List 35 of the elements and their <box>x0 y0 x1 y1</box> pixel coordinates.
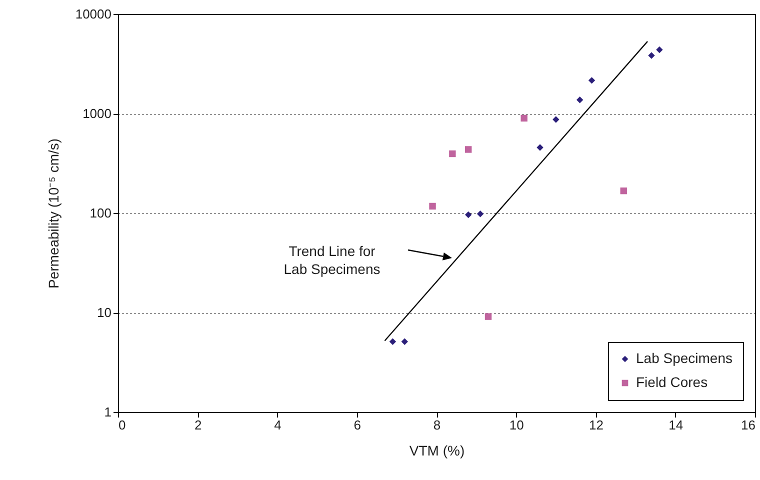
point <box>576 96 584 104</box>
point <box>620 187 627 194</box>
y-tick-label: 10000 <box>75 6 112 22</box>
x-tick-label: 12 <box>589 418 604 432</box>
annotation: Trend Line for Lab Specimens <box>284 243 380 277</box>
x-tick-label: 8 <box>433 418 441 432</box>
x-tick-label: 6 <box>354 418 361 432</box>
point <box>449 150 456 158</box>
legend-label: Lab Specimens <box>636 350 733 366</box>
x-tick-label: 0 <box>118 418 126 432</box>
point <box>588 77 596 84</box>
x-axis-title: VTM (%) <box>409 442 465 458</box>
x-tick-label: 14 <box>668 418 684 432</box>
point <box>520 114 528 122</box>
legend-label: Field Cores <box>636 374 708 390</box>
y-tick-label: 10 <box>97 305 112 320</box>
point <box>648 52 655 59</box>
x-tick-label: 4 <box>274 418 282 432</box>
point <box>464 211 472 218</box>
point <box>536 144 544 151</box>
point <box>476 210 484 218</box>
x-tick-label: 16 <box>741 418 756 432</box>
y-tick-label: 1 <box>104 404 112 420</box>
point <box>552 116 560 123</box>
x-tick-label: 2 <box>194 418 202 432</box>
point <box>656 46 663 54</box>
y-tick-label: 1000 <box>82 106 112 121</box>
point <box>389 338 396 345</box>
y-axis-title: Permeability (10⁻⁵ cm/s) <box>45 138 62 289</box>
point <box>401 338 408 345</box>
point <box>484 313 492 320</box>
point <box>464 146 472 153</box>
point <box>429 202 436 210</box>
y-tick-label: 100 <box>90 206 112 220</box>
x-tick-label: 10 <box>509 418 524 432</box>
